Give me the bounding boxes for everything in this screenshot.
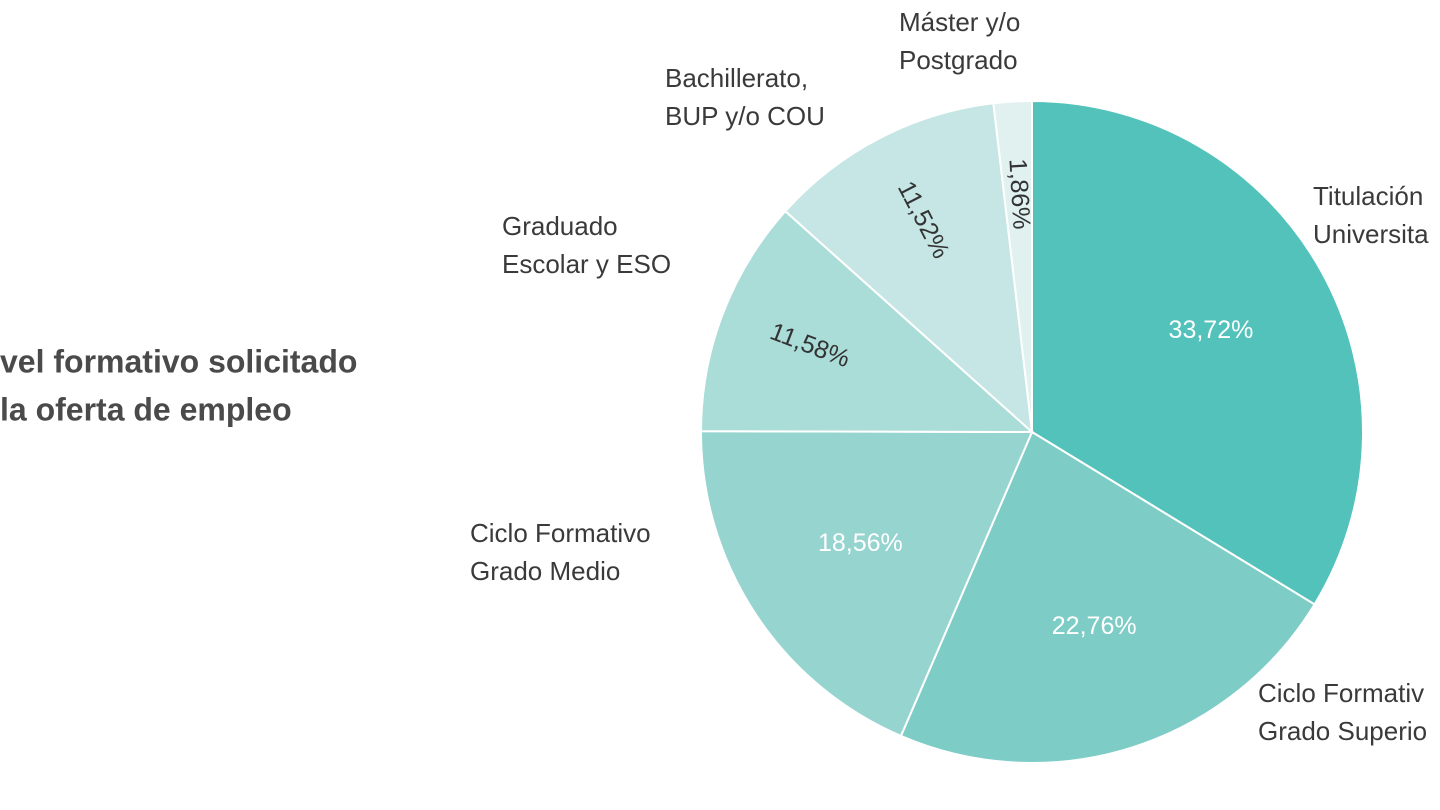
pie-slice: [700, 430, 1034, 738]
pie-slice: [699, 209, 1035, 434]
chart-title: la oferta de empleo: [0, 391, 292, 427]
category-label: Ciclo Formativ: [1258, 678, 1424, 708]
category-label: Grado Medio: [470, 556, 620, 586]
pie-slice: [899, 430, 1316, 764]
value-label: 18,56%: [818, 529, 903, 557]
category-label: Postgrado: [899, 45, 1018, 75]
value-label: 1,86%: [1003, 158, 1035, 230]
pie-slice: [783, 102, 1034, 435]
category-label: Escolar y ESO: [502, 249, 671, 279]
category-label: Grado Superio: [1258, 716, 1427, 746]
category-label: Titulación: [1313, 181, 1423, 211]
category-label: Graduado: [502, 211, 618, 241]
category-label: BUP y/o COU: [665, 101, 825, 131]
chart-title: vel formativo solicitado: [0, 343, 357, 379]
pie-slice: [1031, 99, 1364, 606]
value-label: 33,72%: [1169, 316, 1254, 344]
category-label: Ciclo Formativo: [470, 518, 651, 548]
category-label: Bachillerato,: [665, 63, 808, 93]
category-label: Universita: [1313, 219, 1429, 249]
value-label: 22,76%: [1052, 612, 1137, 640]
pie-slice: [992, 99, 1033, 433]
category-label: Máster y/o: [899, 7, 1020, 37]
